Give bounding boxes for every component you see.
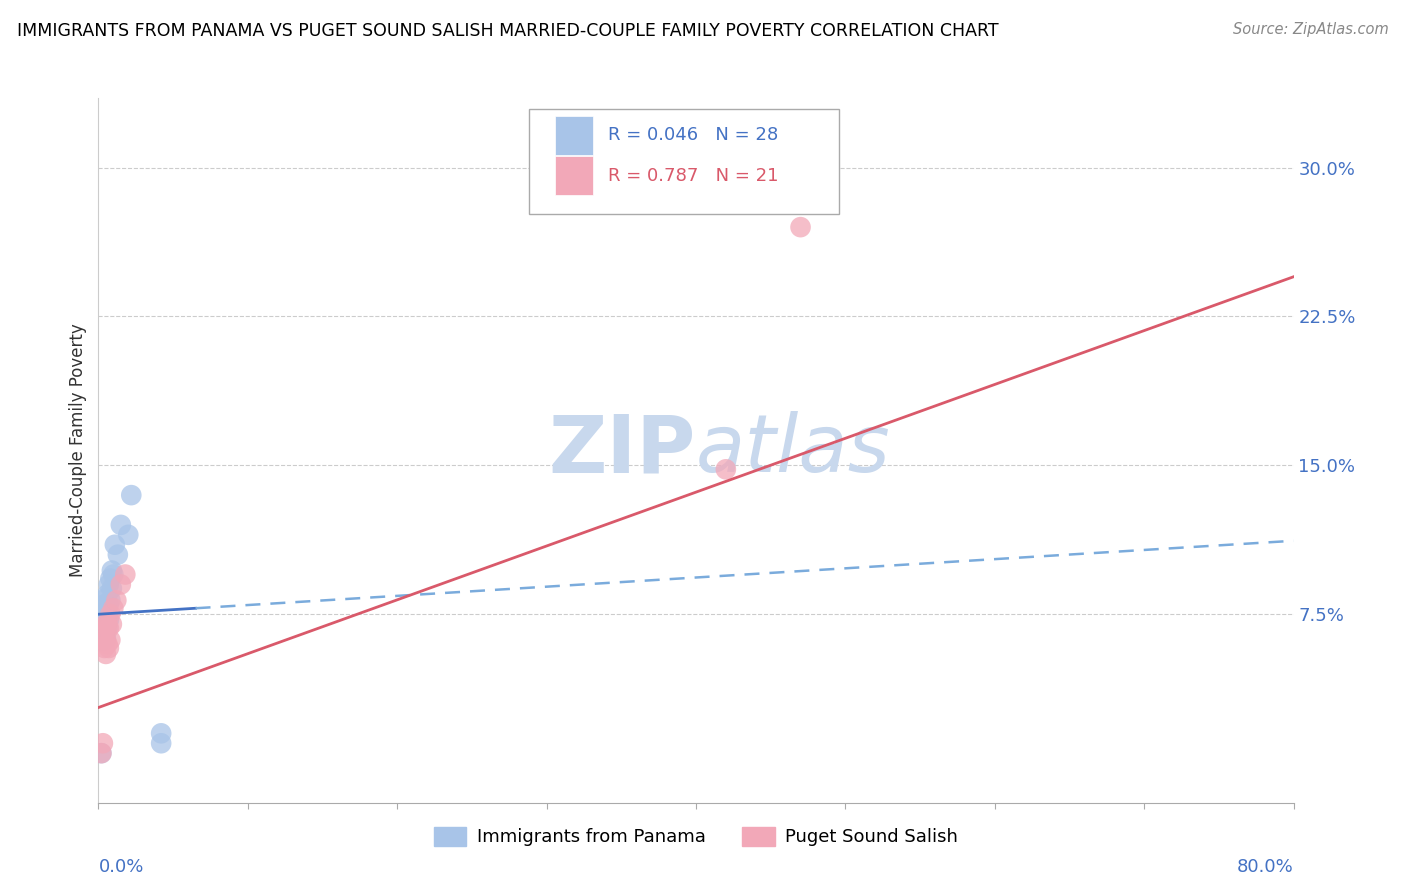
Point [98,607,122,622]
Point [96,637,118,651]
Point [117,528,139,542]
Point [97,577,120,591]
Point [101,617,124,632]
Point [93,640,115,655]
Point [97,597,120,611]
Point [97,640,120,655]
Legend: Immigrants from Panama, Puget Sound Salish: Immigrants from Panama, Puget Sound Sali… [426,820,966,854]
FancyBboxPatch shape [529,109,839,214]
Point [110,577,132,591]
Point [91,621,114,635]
Y-axis label: Married-Couple Family Poverty: Married-Couple Family Poverty [69,324,87,577]
Point [94,647,117,661]
Point [93,621,115,635]
Point [150,736,173,750]
Point [93,597,115,611]
Text: R = 0.787   N = 21: R = 0.787 N = 21 [607,167,778,185]
Text: Source: ZipAtlas.com: Source: ZipAtlas.com [1233,22,1389,37]
Point [96,607,118,622]
Point [107,548,129,562]
Point [90,633,112,648]
Point [94,591,117,606]
Point [91,633,114,648]
Point [120,488,142,502]
Point [90,746,112,760]
Text: 80.0%: 80.0% [1237,858,1294,876]
Point [90,746,112,760]
Point [94,617,117,632]
FancyBboxPatch shape [555,156,593,195]
FancyBboxPatch shape [555,116,593,155]
Point [104,538,127,552]
Point [101,564,124,578]
Point [93,633,115,648]
Text: IMMIGRANTS FROM PANAMA VS PUGET SOUND SALISH MARRIED-COUPLE FAMILY POVERTY CORRE: IMMIGRANTS FROM PANAMA VS PUGET SOUND SA… [17,22,998,40]
Point [105,593,128,607]
Point [110,517,132,532]
Text: ZIP: ZIP [548,411,696,490]
Point [91,607,114,622]
Point [94,631,117,645]
Point [94,613,117,627]
Point [94,633,117,648]
Point [97,621,120,635]
Point [97,613,120,627]
Point [789,220,811,235]
Point [101,582,124,596]
Text: 0.0%: 0.0% [98,858,143,876]
Point [96,621,118,635]
Point [714,462,737,476]
Point [150,726,173,740]
Point [96,617,118,632]
Point [98,633,122,648]
Point [96,587,118,601]
Point [98,593,122,607]
Point [91,736,114,750]
Point [103,567,125,582]
Point [103,601,125,615]
Text: atlas: atlas [696,411,891,490]
Point [114,567,136,582]
Point [93,617,115,632]
Point [98,572,122,586]
Text: R = 0.046   N = 28: R = 0.046 N = 28 [607,127,778,145]
